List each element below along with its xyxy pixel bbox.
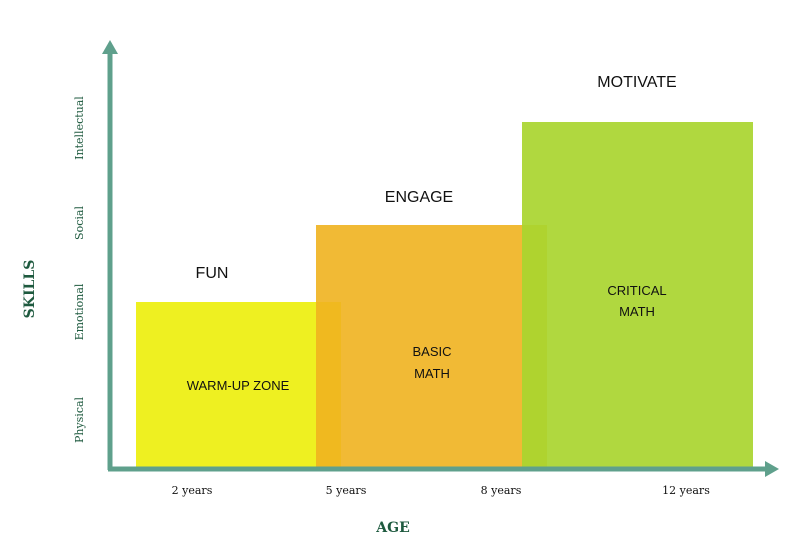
y-axis-title: SKILLS (22, 260, 38, 319)
y-tick-social: Social (73, 206, 86, 240)
y-tick-intellectual: Intellectual (73, 96, 86, 160)
x-axis (108, 461, 779, 477)
y-tick-emotional: Emotional (73, 283, 86, 340)
label-basic: BASIC (412, 344, 451, 359)
block-motivate (522, 122, 753, 468)
x-tick-2-years: 2 years (172, 484, 213, 497)
y-axis (102, 40, 118, 470)
x-tick-5-years: 5 years (326, 484, 367, 497)
block-engage (316, 225, 547, 468)
x-axis-arrow-icon (765, 461, 779, 477)
header-fun: FUN (196, 265, 229, 282)
y-axis-arrow-icon (102, 40, 118, 54)
y-tick-physical: Physical (73, 396, 86, 443)
x-tick-12-years: 12 years (662, 484, 710, 497)
label-critical: CRITICAL (607, 283, 666, 298)
label-warm-up-zone: WARM-UP ZONE (187, 378, 290, 393)
header-motivate: MOTIVATE (597, 74, 676, 91)
label-basic-math: MATH (414, 366, 450, 381)
x-tick-8-years: 8 years (481, 484, 522, 497)
header-engage: ENGAGE (385, 189, 453, 206)
x-axis-title: AGE (375, 520, 410, 536)
label-critical-math: MATH (619, 304, 655, 319)
block-fun (136, 302, 341, 468)
